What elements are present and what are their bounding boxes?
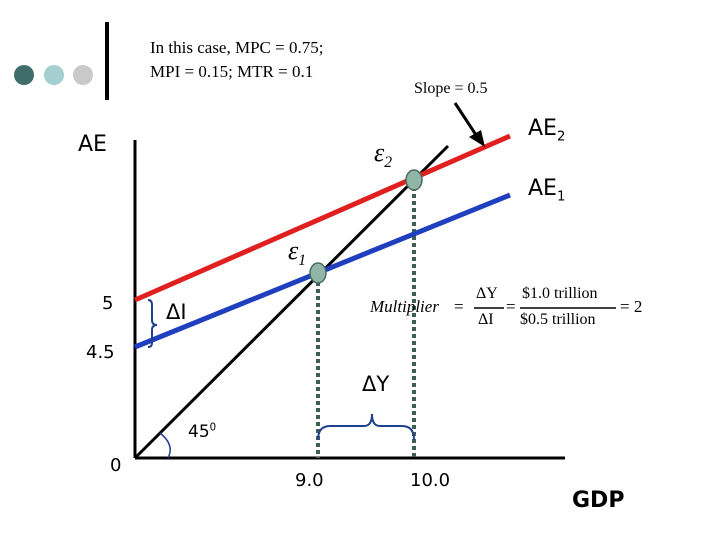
ae2-line xyxy=(133,133,512,303)
forty-five-degree-line xyxy=(133,144,450,460)
decor-dot-gray xyxy=(73,65,93,85)
angle-value: 45 xyxy=(188,422,210,442)
multiplier-eq-2: = xyxy=(506,297,516,316)
multiplier-den-2: $0.5 trillion xyxy=(520,311,596,328)
e2-label: ε2 xyxy=(374,138,392,172)
delta-i-brace xyxy=(147,299,158,348)
e1-symbol: ε xyxy=(288,236,299,265)
decor-dot-light xyxy=(44,65,64,85)
slope-arrow-head xyxy=(469,130,485,147)
delta-i-label: ΔI xyxy=(166,300,187,324)
slope-note: Slope = 0.5 xyxy=(414,80,488,97)
header-note: In this case, MPC = 0.75; MPI = 0.15; MT… xyxy=(150,36,323,84)
e2-sub: 2 xyxy=(384,154,393,172)
y-tick-5: 5 xyxy=(102,293,114,314)
angle-label: 450 xyxy=(188,422,216,442)
multiplier-num-1: ΔY xyxy=(476,285,498,302)
x-tick-10: 10.0 xyxy=(410,470,451,491)
multiplier-word: Multiplier xyxy=(370,297,439,316)
x-axis-label: GDP xyxy=(572,488,625,513)
equilibrium-point-e2 xyxy=(405,169,423,191)
delta-y-brace xyxy=(317,413,415,441)
multiplier-num-2: $1.0 trillion xyxy=(522,285,598,302)
ae2-label: AE2 xyxy=(528,116,565,144)
header-line-1: In this case, MPC = 0.75; xyxy=(150,38,324,57)
delta-y-label: ΔY xyxy=(362,372,390,396)
ae1-label-sub: 1 xyxy=(556,189,566,205)
equilibrium-point-e1 xyxy=(309,262,327,284)
e2-symbol: ε xyxy=(374,138,385,167)
y-tick-0: 0 xyxy=(110,455,122,476)
y-tick-4-5: 4.5 xyxy=(86,342,115,363)
angle-unit: 0 xyxy=(209,422,217,434)
ae1-label: AE1 xyxy=(528,176,565,204)
multiplier-den-1: ΔI xyxy=(478,311,494,328)
multiplier-eq-1: = xyxy=(454,297,464,316)
e1-sub: 1 xyxy=(298,252,307,270)
e1-label: ε1 xyxy=(288,236,306,270)
slope-arrow-shaft xyxy=(453,102,480,139)
angle-arc xyxy=(159,432,171,459)
header-line-2: MPI = 0.15; MTR = 0.1 xyxy=(150,62,314,81)
x-tick-9: 9.0 xyxy=(295,470,324,491)
y-axis-label: AE xyxy=(78,132,107,157)
decor-dot-dark xyxy=(14,65,34,85)
multiplier-result: = 2 xyxy=(620,297,643,316)
ae2-label-sub: 2 xyxy=(556,129,566,145)
ae1-label-base: AE xyxy=(528,176,557,201)
ae2-label-base: AE xyxy=(528,116,557,141)
